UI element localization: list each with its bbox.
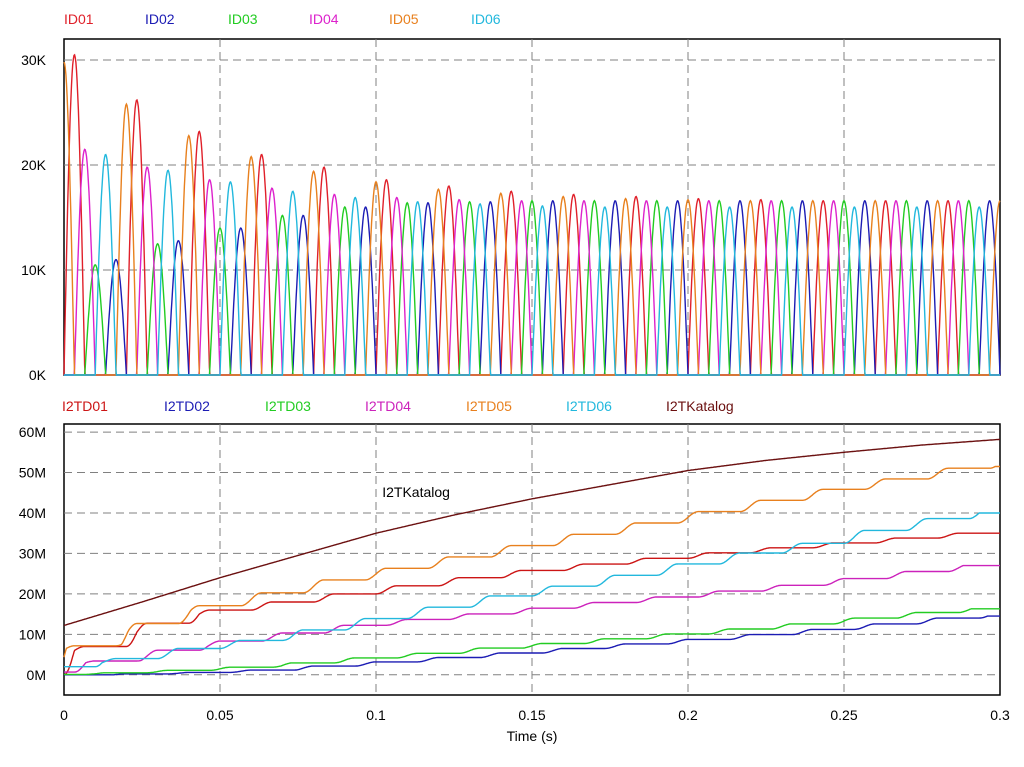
series-line-id06 bbox=[64, 153, 1000, 376]
y-tick-label: 30M bbox=[19, 545, 46, 561]
legend-id04: ID04 bbox=[309, 11, 339, 27]
y-tick-label: 20M bbox=[19, 586, 46, 602]
legend-i2td05: I2TD05 bbox=[466, 398, 512, 414]
legend-i2td01: I2TD01 bbox=[62, 398, 108, 414]
y-tick-label: 60M bbox=[19, 424, 46, 440]
y-tick-label: 50M bbox=[19, 465, 46, 481]
x-tick-label: 0 bbox=[60, 707, 68, 723]
legend-id02: ID02 bbox=[145, 11, 175, 27]
legend-i2td03: I2TD03 bbox=[265, 398, 311, 414]
legend-i2tkatalog: I2TKatalog bbox=[666, 398, 734, 414]
y-tick-label: 40M bbox=[19, 505, 46, 521]
top-series-group bbox=[63, 53, 1001, 376]
bottom-panel: 0M 10M 20M 30M 40M 50M 60M 0 0.05 0.1 0.15 0.2 0.25… bbox=[19, 423, 1010, 744]
legend-id06: ID06 bbox=[471, 11, 501, 27]
x-axis-label: Time (s) bbox=[507, 728, 558, 744]
top-y-ticks: 0K 10K 20K 30K bbox=[21, 52, 47, 383]
series-line-i2td03 bbox=[64, 608, 1000, 676]
x-tick-label: 0.05 bbox=[206, 707, 233, 723]
series-line-id03 bbox=[64, 199, 1000, 376]
y-tick-label: 0K bbox=[29, 367, 47, 383]
y-tick-label: 30K bbox=[21, 52, 47, 68]
x-tick-label: 0.1 bbox=[366, 707, 386, 723]
x-tick-label: 0.3 bbox=[990, 707, 1010, 723]
bottom-x-ticks: 0 0.05 0.1 0.15 0.2 0.25 0.3 bbox=[60, 707, 1010, 723]
legend-i2td04: I2TD04 bbox=[365, 398, 411, 414]
i2tkatalog-annotation: I2TKatalog bbox=[382, 484, 450, 500]
legend-id03: ID03 bbox=[228, 11, 258, 27]
legend-id05: ID05 bbox=[389, 11, 419, 27]
legend-i2td06: I2TD06 bbox=[566, 398, 612, 414]
y-tick-label: 10K bbox=[21, 262, 47, 278]
x-tick-label: 0.15 bbox=[518, 707, 545, 723]
top-legend: ID01 ID02 ID03 ID04 ID05 ID06 bbox=[64, 11, 501, 27]
x-tick-label: 0.2 bbox=[678, 707, 698, 723]
bottom-y-ticks: 0M 10M 20M 30M 40M 50M 60M bbox=[19, 424, 46, 683]
y-tick-label: 0M bbox=[27, 667, 46, 683]
series-line-i2td06 bbox=[64, 512, 1000, 668]
series-line-i2td02 bbox=[64, 615, 1000, 676]
legend-id01: ID01 bbox=[64, 11, 94, 27]
y-tick-label: 10M bbox=[19, 626, 46, 642]
bottom-grid bbox=[64, 424, 1000, 695]
series-line-i2td04 bbox=[64, 564, 1000, 673]
y-tick-label: 20K bbox=[21, 157, 47, 173]
x-tick-label: 0.25 bbox=[830, 707, 857, 723]
bottom-legend: I2TD01 I2TD02 I2TD03 I2TD04 I2TD05 I2TD06 I2TK… bbox=[62, 398, 734, 414]
legend-i2td02: I2TD02 bbox=[164, 398, 210, 414]
bottom-series-group bbox=[63, 438, 1000, 676]
top-panel: 0K 10K 20K 30K bbox=[21, 38, 1001, 383]
series-line-i2tkatalog bbox=[63, 438, 1000, 627]
series-line-i2td05 bbox=[63, 465, 1000, 658]
